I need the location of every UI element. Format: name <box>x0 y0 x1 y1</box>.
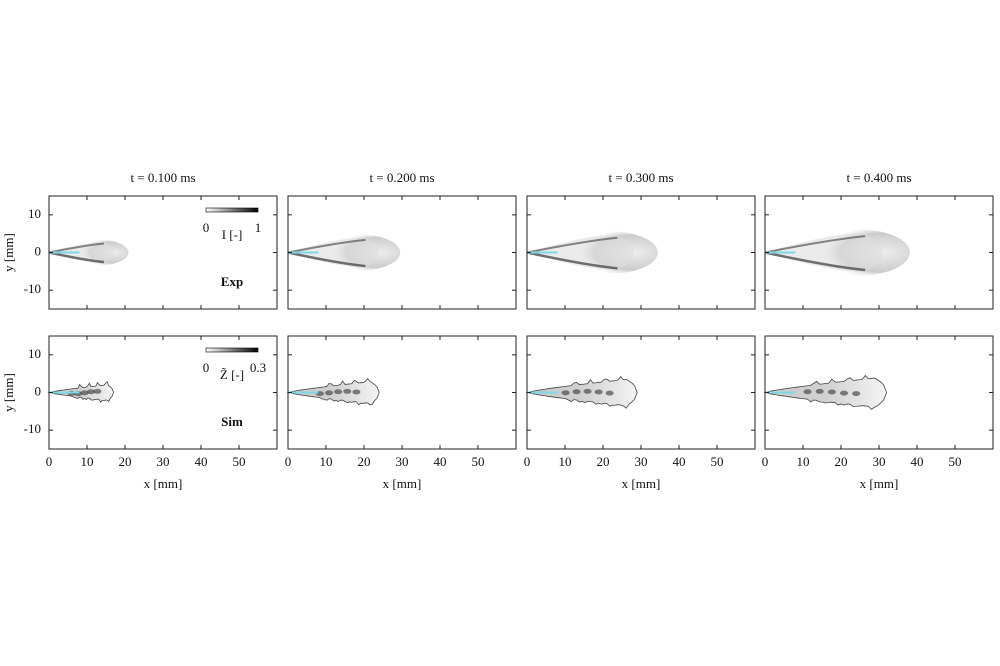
colorbar-label: Z̃ [-] <box>220 367 244 382</box>
x-axis-label: x [mm] <box>144 476 183 491</box>
panel-title: t = 0.200 ms <box>369 170 434 185</box>
x-tick-label: 10 <box>797 454 810 469</box>
spray-core <box>325 390 334 396</box>
spray-core <box>594 389 603 395</box>
spray-body <box>765 233 883 272</box>
spray-body <box>527 235 634 270</box>
annotation: Sim <box>221 414 243 429</box>
spray-edge <box>48 251 105 264</box>
spray-core <box>343 388 352 394</box>
x-tick-label: 10 <box>81 454 94 469</box>
y-axis-label: y [mm] <box>1 373 16 412</box>
spray-edge <box>287 251 366 268</box>
x-tick-label: 30 <box>635 454 648 469</box>
spray-edge <box>526 236 618 254</box>
spray-core <box>334 389 343 395</box>
x-tick-label: 30 <box>157 454 170 469</box>
spray-core <box>561 390 570 396</box>
spray-contour <box>763 374 888 410</box>
spray-edge <box>287 238 366 254</box>
x-tick-label: 50 <box>949 454 962 469</box>
spray-contour <box>525 375 638 409</box>
colorbar-tick-label: 0 <box>203 360 210 375</box>
spray-core <box>352 389 361 395</box>
x-axis-label: x [mm] <box>860 476 899 491</box>
colorbar-tick-label: 0.3 <box>250 360 266 375</box>
spray-core <box>852 391 861 397</box>
x-tick-label: 50 <box>711 454 724 469</box>
x-tick-label: 20 <box>119 454 132 469</box>
x-tick-label: 0 <box>524 454 531 469</box>
spray-core <box>583 388 592 394</box>
y-tick-label: 10 <box>28 346 41 361</box>
colorbar-tick-label: 1 <box>255 220 262 235</box>
x-tick-label: 10 <box>559 454 572 469</box>
y-tick-label: -10 <box>24 421 41 436</box>
x-tick-label: 30 <box>396 454 409 469</box>
spray-core <box>840 390 849 396</box>
spray-body <box>49 242 114 263</box>
spray-core <box>80 390 89 396</box>
panel-title: t = 0.300 ms <box>608 170 673 185</box>
annotation: Exp <box>221 274 243 289</box>
spray-core <box>815 388 824 394</box>
y-tick-label: -10 <box>24 281 41 296</box>
x-tick-label: 10 <box>320 454 333 469</box>
spray-edge <box>48 242 105 254</box>
spray-edge <box>764 251 866 272</box>
x-tick-label: 40 <box>434 454 447 469</box>
x-axis-label: x [mm] <box>622 476 661 491</box>
x-tick-label: 0 <box>285 454 292 469</box>
colorbar <box>205 207 259 213</box>
spray-edge <box>526 251 618 270</box>
spray-core <box>572 389 581 395</box>
x-tick-label: 20 <box>358 454 371 469</box>
x-tick-label: 40 <box>195 454 208 469</box>
x-tick-label: 40 <box>673 454 686 469</box>
x-tick-label: 50 <box>233 454 246 469</box>
x-tick-label: 40 <box>911 454 924 469</box>
y-tick-label: 0 <box>35 243 42 258</box>
spray-contour <box>286 377 380 406</box>
spray-core <box>803 389 812 395</box>
colorbar-tick-label: 0 <box>203 220 210 235</box>
spray-edge <box>764 235 866 254</box>
y-tick-label: 0 <box>35 383 42 398</box>
x-axis-label: x [mm] <box>383 476 422 491</box>
spray-core <box>86 389 95 395</box>
panel-title: t = 0.100 ms <box>130 170 195 185</box>
x-tick-label: 20 <box>597 454 610 469</box>
x-tick-label: 30 <box>873 454 886 469</box>
colorbar <box>205 347 259 353</box>
x-tick-label: 0 <box>762 454 769 469</box>
y-tick-label: 10 <box>28 206 41 221</box>
spray-core <box>827 389 836 395</box>
y-axis-label: y [mm] <box>1 233 16 272</box>
colorbar-label: I [-] <box>222 227 243 242</box>
spray-body <box>288 237 380 268</box>
panel-title: t = 0.400 ms <box>846 170 911 185</box>
spray-core <box>93 388 102 394</box>
x-tick-label: 50 <box>472 454 485 469</box>
x-tick-label: 0 <box>46 454 53 469</box>
spray-core <box>605 390 614 396</box>
x-tick-label: 20 <box>835 454 848 469</box>
